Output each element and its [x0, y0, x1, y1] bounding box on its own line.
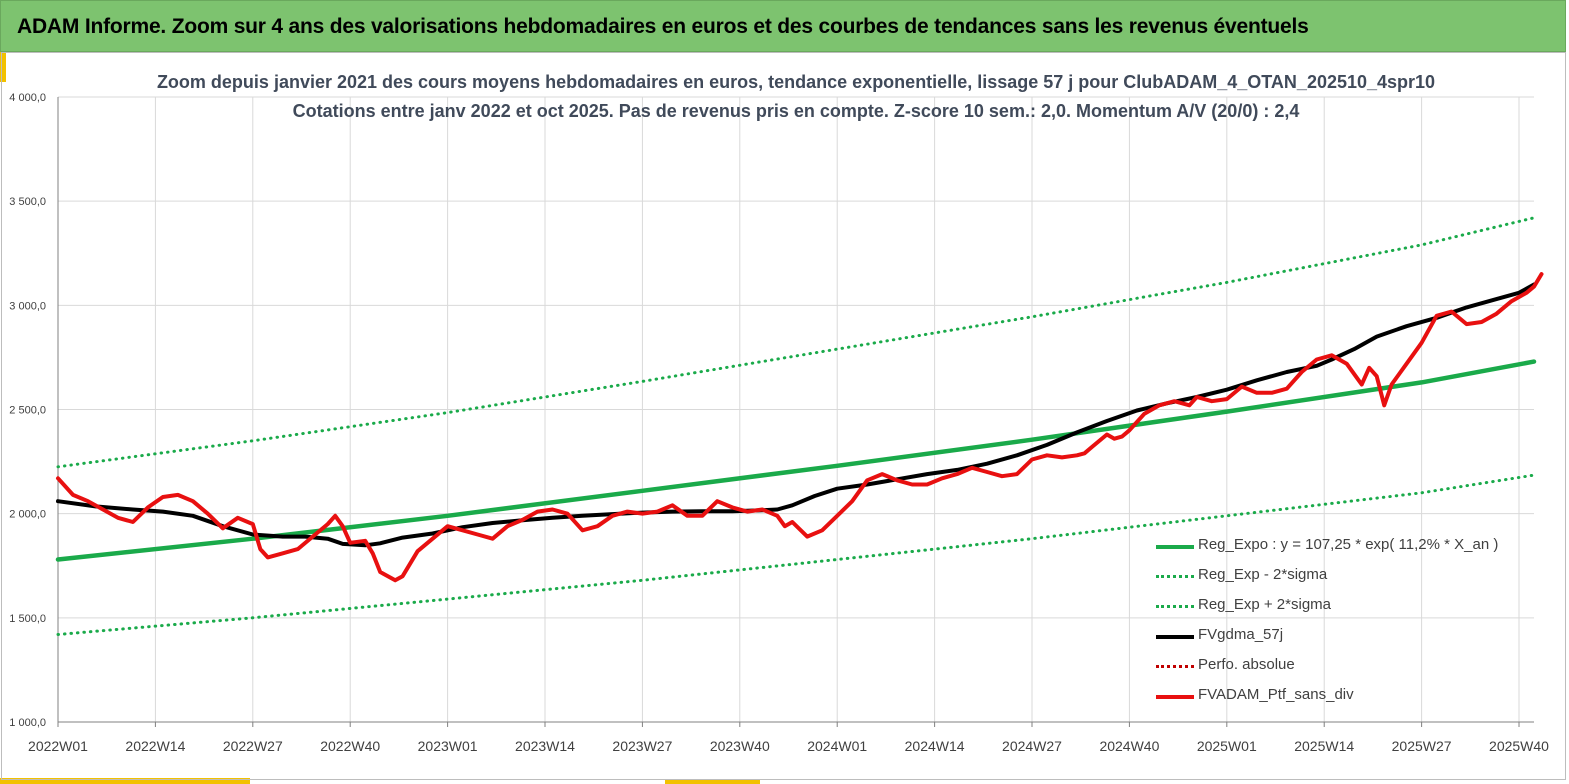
x-tick-label: 2024W27 — [1002, 738, 1062, 754]
y-tick-label: 2 000,0 — [9, 509, 46, 521]
x-tick-label: 2023W14 — [515, 738, 575, 754]
x-tick-label: 2023W27 — [612, 738, 672, 754]
legend-swatch — [1156, 635, 1194, 639]
x-tick-label: 2025W27 — [1392, 738, 1452, 754]
x-tick-label: 2022W40 — [320, 738, 380, 754]
x-tick-label: 2022W14 — [125, 738, 185, 754]
legend-entry: Reg_Exp - 2*sigma — [1150, 562, 1550, 592]
chart-subtitle: Cotations entre janv 2022 et oct 2025. P… — [292, 101, 1300, 121]
chart-legend: Reg_Expo : y = 107,25 * exp( 11,2% * X_a… — [1150, 532, 1550, 712]
legend-swatch — [1156, 575, 1194, 578]
series-line-fvgdma-57j — [56, 282, 1536, 548]
header-banner: ADAM Informe. Zoom sur 4 ans des valoris… — [0, 0, 1566, 52]
x-tick-label: 2025W40 — [1489, 738, 1549, 754]
series-line-fvadam-ptf-sans-div — [56, 272, 1544, 583]
x-tick-label: 2025W01 — [1197, 738, 1257, 754]
x-tick-label: 2024W40 — [1099, 738, 1159, 754]
accent-bar-bottom-left — [0, 778, 250, 784]
series-lines — [55, 216, 1544, 636]
legend-entry: Perfo. absolue — [1150, 652, 1550, 682]
legend-label: FVgdma_57j — [1198, 626, 1284, 643]
x-tick-label: 2022W27 — [223, 738, 283, 754]
x-tick-label: 2024W14 — [905, 738, 965, 754]
legend-label: Reg_Expo : y = 107,25 * exp( 11,2% * X_a… — [1198, 536, 1499, 553]
legend-label: FVADAM_Ptf_sans_div — [1198, 686, 1354, 703]
y-tick-label: 1 000,0 — [9, 717, 46, 729]
legend-entry: FVgdma_57j — [1150, 622, 1550, 652]
x-tick-label: 2024W01 — [807, 738, 867, 754]
series-line-reg-exp-2-sigma — [56, 473, 1536, 636]
chart-title: Zoom depuis janvier 2021 des cours moyen… — [156, 72, 1436, 92]
chart-frame — [1, 52, 1566, 780]
y-axis-labels: 1 000,0 1 500,0 2 000,0 2 500,0 3 000,0 3 500… — [9, 92, 46, 729]
y-tick-label: 3 000,0 — [9, 300, 46, 312]
series-line-reg-expo-y-107-25-exp-11-2-x-an — [55, 359, 1537, 562]
series-line-reg-exp-2-sigma — [56, 216, 1536, 469]
legend-swatch — [1156, 605, 1194, 608]
legend-swatch — [1156, 665, 1194, 668]
x-axis-labels: 2022W01 2022W14 2022W27 2022W40 2023W01 2023W… — [28, 738, 1549, 754]
accent-bar-bottom — [665, 780, 760, 784]
legend-label: Reg_Exp + 2*sigma — [1198, 596, 1331, 613]
legend-swatch — [1156, 545, 1194, 549]
legend-entry: FVADAM_Ptf_sans_div — [1150, 682, 1550, 712]
y-tick-label: 2 500,0 — [9, 405, 46, 417]
accent-bar-top-left — [0, 52, 6, 82]
grid-lines — [58, 96, 1534, 722]
y-tick-label: 4 000,0 — [9, 92, 46, 104]
x-tick-label: 2023W40 — [710, 738, 770, 754]
y-tick-label: 3 500,0 — [9, 196, 46, 208]
legend-entry: Reg_Expo : y = 107,25 * exp( 11,2% * X_a… — [1150, 532, 1550, 562]
legend-swatch — [1156, 695, 1194, 699]
x-tick-label: 2022W01 — [28, 738, 88, 754]
banner-title: ADAM Informe. Zoom sur 4 ans des valoris… — [17, 15, 1309, 38]
x-tick-label: 2023W01 — [418, 738, 478, 754]
y-tick-label: 1 500,0 — [9, 613, 46, 625]
axes — [57, 97, 1534, 727]
legend-entry: Reg_Exp + 2*sigma — [1150, 592, 1550, 622]
x-tick-label: 2025W14 — [1294, 738, 1354, 754]
legend-label: Reg_Exp - 2*sigma — [1198, 566, 1328, 583]
legend-label: Perfo. absolue — [1198, 656, 1295, 673]
